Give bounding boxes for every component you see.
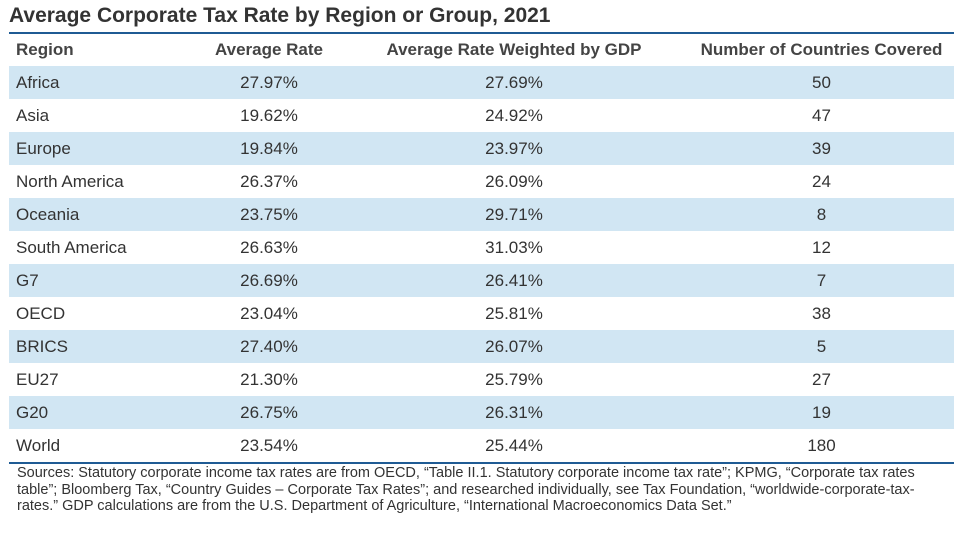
weighted-rate-cell: 23.97% (485, 138, 543, 158)
region-cell: OECD (16, 303, 66, 323)
region-cell: North America (16, 171, 124, 191)
table-title: Average Corporate Tax Rate by Region or … (9, 4, 551, 27)
country-count-cell: 19 (812, 402, 831, 422)
average-rate-cell: 19.84% (240, 138, 298, 158)
country-count-cell: 50 (812, 72, 831, 92)
weighted-rate-cell: 26.09% (485, 171, 543, 191)
column-header-country-count: Number of Countries Covered (700, 40, 943, 59)
country-count-cell: 12 (812, 237, 831, 257)
table-row: South America 26.63% 31.03% 12 (9, 231, 954, 264)
country-count-cell: 39 (812, 138, 831, 158)
region-cell: Europe (16, 138, 71, 158)
country-count-cell: 24 (812, 171, 831, 191)
average-rate-cell: 19.62% (240, 105, 298, 125)
region-cell: BRICS (16, 336, 68, 356)
table-row: Oceania 23.75% 29.71% 8 (9, 198, 954, 231)
average-rate-cell: 26.69% (240, 270, 298, 290)
region-cell: South America (16, 237, 127, 257)
sources-note: Sources: Statutory corporate income tax … (17, 465, 915, 514)
table-row: BRICS 27.40% 26.07% 5 (9, 330, 954, 363)
average-rate-cell: 27.40% (240, 336, 298, 356)
region-cell: Asia (16, 105, 50, 125)
table-row: Asia 19.62% 24.92% 47 (9, 99, 954, 132)
column-header-average-rate: Average Rate (214, 40, 324, 59)
column-header-weighted-rate: Average Rate Weighted by GDP (386, 40, 642, 59)
column-header-region: Region (16, 40, 74, 59)
region-cell: G7 (16, 270, 39, 290)
country-count-cell: 27 (812, 369, 831, 389)
average-rate-cell: 26.63% (240, 237, 298, 257)
country-count-cell: 47 (812, 105, 831, 125)
table-row: North America 26.37% 26.09% 24 (9, 165, 954, 198)
weighted-rate-cell: 27.69% (485, 72, 543, 92)
region-cell: Africa (16, 72, 60, 92)
table-row: EU27 21.30% 25.79% 27 (9, 363, 954, 396)
average-rate-cell: 23.54% (240, 435, 298, 455)
weighted-rate-cell: 29.71% (485, 204, 543, 224)
average-rate-cell: 23.04% (240, 303, 298, 323)
weighted-rate-cell: 25.44% (485, 435, 543, 455)
region-cell: Oceania (16, 204, 80, 224)
table-body: Africa 27.97% 27.69% 50 Asia 19.62% 24.92% 47 Eu… (9, 66, 954, 462)
region-cell: World (16, 435, 61, 455)
region-cell: G20 (16, 402, 49, 422)
country-count-cell: 5 (816, 336, 827, 356)
table-header-row: Region Average Rate Average Rate Weighte… (9, 34, 954, 66)
table-row: G20 26.75% 26.31% 19 (9, 396, 954, 429)
average-rate-cell: 26.75% (240, 402, 298, 422)
table-row: Europe 19.84% 23.97% 39 (9, 132, 954, 165)
table-row: OECD 23.04% 25.81% 38 (9, 297, 954, 330)
weighted-rate-cell: 31.03% (485, 237, 543, 257)
weighted-rate-cell: 26.41% (485, 270, 543, 290)
country-count-cell: 180 (807, 435, 836, 455)
average-rate-cell: 27.97% (240, 72, 298, 92)
weighted-rate-cell: 26.07% (485, 336, 543, 356)
weighted-rate-cell: 25.81% (485, 303, 543, 323)
weighted-rate-cell: 26.31% (485, 402, 543, 422)
tax-rate-table: Region Average Rate Average Rate Weighte… (9, 32, 954, 464)
country-count-cell: 8 (816, 204, 827, 224)
average-rate-cell: 21.30% (240, 369, 298, 389)
weighted-rate-cell: 24.92% (485, 105, 543, 125)
table-row: G7 26.69% 26.41% 7 (9, 264, 954, 297)
region-cell: EU27 (16, 369, 59, 389)
weighted-rate-cell: 25.79% (485, 369, 543, 389)
table-row: Africa 27.97% 27.69% 50 (9, 66, 954, 99)
average-rate-cell: 23.75% (240, 204, 298, 224)
table-row: World 23.54% 25.44% 180 (9, 429, 954, 462)
country-count-cell: 38 (812, 303, 831, 323)
country-count-cell: 7 (816, 270, 827, 290)
average-rate-cell: 26.37% (240, 171, 298, 191)
